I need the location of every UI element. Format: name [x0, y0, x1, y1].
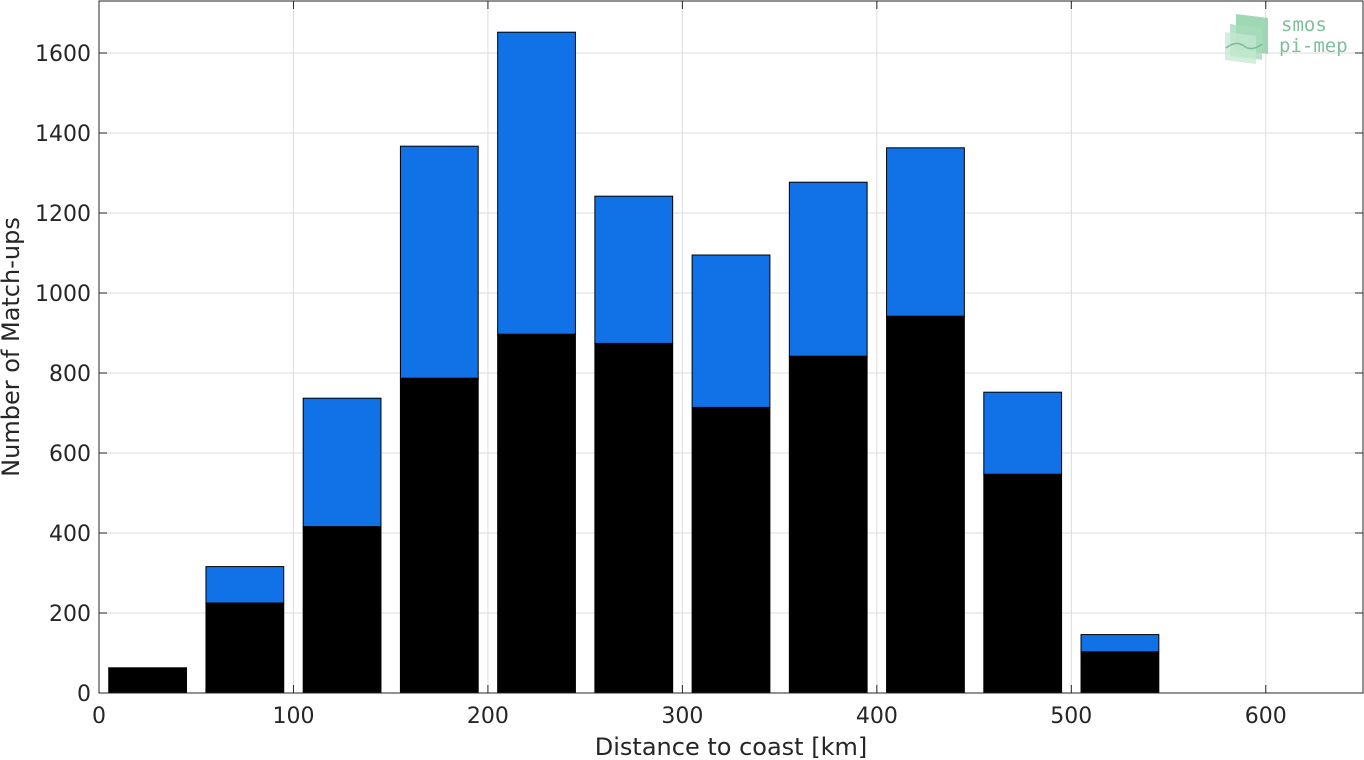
bar-blue-segment [497, 31, 576, 335]
bar-black-segment [594, 342, 674, 694]
bar-black-segment [205, 602, 285, 694]
bars [108, 31, 1160, 694]
x-axis-label: Distance to coast [km] [595, 733, 867, 760]
y-tick-label: 200 [49, 602, 91, 627]
bar-blue-segment [1080, 634, 1160, 653]
y-tick-label: 0 [77, 682, 91, 707]
bar-blue-segment [302, 397, 382, 528]
bar-black-segment [497, 333, 576, 694]
bar-blue-segment [399, 145, 479, 379]
y-axis-label: Number of Match-ups [0, 217, 25, 477]
plot-frame [98, 0, 1364, 694]
y-tick-label: 1600 [35, 42, 91, 67]
bar-black-segment [1080, 651, 1160, 694]
bar-black-segment [691, 406, 771, 694]
y-tick-label: 1000 [35, 282, 91, 307]
bar-blue-segment [691, 254, 771, 408]
y-tick-label: 1200 [35, 202, 91, 227]
x-tick-label: 0 [92, 704, 106, 729]
x-tick-label: 100 [272, 704, 314, 729]
bar-blue-segment [594, 195, 674, 344]
bar-black-segment [302, 526, 382, 694]
x-tick-label: 400 [856, 704, 898, 729]
logo-text-smos: smos [1281, 14, 1327, 36]
x-tick-label: 300 [661, 704, 703, 729]
bar-blue-segment [205, 566, 285, 604]
x-tick-label: 600 [1245, 704, 1287, 729]
bar-blue-segment [788, 181, 868, 357]
bar-blue-segment [983, 391, 1063, 475]
y-tick-label: 800 [49, 362, 91, 387]
logo-icon [1225, 14, 1268, 64]
bar-black-segment [788, 355, 868, 694]
bar-black-segment [886, 315, 965, 694]
y-tick-label: 400 [49, 522, 91, 547]
x-tick-label: 200 [467, 704, 509, 729]
bar-black-segment [399, 377, 479, 694]
bar-blue-segment [886, 147, 965, 317]
y-tick-label: 600 [49, 442, 91, 467]
smos-pi-mep-logo: smos pi-mep [1225, 14, 1348, 64]
x-tick-label: 500 [1050, 704, 1092, 729]
bar-black-segment [983, 473, 1063, 694]
logo-text-pi-mep: pi-mep [1279, 35, 1348, 57]
y-tick-label: 1400 [35, 122, 91, 147]
x-axis-ticks: 0 100 200 300 400 500 600 [92, 1, 1287, 729]
bar-black-segment [108, 667, 188, 694]
y-axis-ticks: 0 200 400 600 800 1000 1200 1400 1600 [35, 42, 1363, 707]
